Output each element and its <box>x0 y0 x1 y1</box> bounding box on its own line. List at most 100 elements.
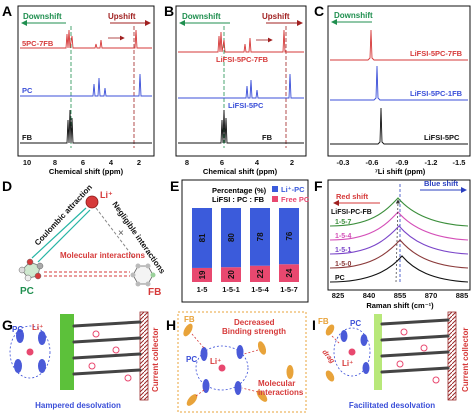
panel-b-tick-2: 6 <box>220 158 224 167</box>
bar-free-pc-1-5-1 <box>221 267 241 282</box>
panel-d-letter: D <box>2 178 12 194</box>
panel-c-trace-label-1: LiFSI-5PC-7FB <box>410 49 463 58</box>
category-label-1-5-1: 1-5-1 <box>222 285 240 294</box>
panel-a-upshift-label: Upshift <box>108 12 136 21</box>
trace-lifsi-5pc <box>178 73 304 99</box>
panel-i: I Current collector Li⁺ PC FB drag <box>312 311 470 410</box>
lithium-deposit-bars-i <box>380 318 450 374</box>
trace-5pc-7fb <box>20 29 152 49</box>
bar-label-free-pc-1-5: 19 <box>198 270 207 279</box>
interaction-lines-h <box>191 333 259 397</box>
panel-b-trace-label-1: LiFSI-5PC-7FB <box>216 55 269 64</box>
panel-f-letter: F <box>314 178 323 194</box>
panel-f-trace-label-6: PC <box>335 275 345 282</box>
panel-b-tick-1: 8 <box>185 158 189 167</box>
pc-molecules-h <box>200 345 244 395</box>
panel-i-fb-label: FB <box>318 317 329 326</box>
panel-i-letter: I <box>312 317 316 333</box>
current-collector-g <box>139 311 149 401</box>
category-label-1-5-7: 1-5-7 <box>280 285 298 294</box>
panel-c-trace-label-2: LiFSI-5PC-1FB <box>410 89 463 98</box>
panel-b-tick-3: 4 <box>255 158 260 167</box>
bar-li-pc-1-5 <box>192 208 212 268</box>
panel-e: E Percentage (%) LiFSI : PC : FB Li⁺-PC … <box>170 178 310 303</box>
panel-c: C Downshift LiFSI-5PC-7FB LiFSI-5PC-1FB … <box>314 3 471 176</box>
panel-b-frame <box>175 5 307 157</box>
panel-i-drag-label: drag <box>320 349 336 366</box>
panel-c-letter: C <box>314 3 324 19</box>
panel-a-tick-4: 4 <box>109 158 114 167</box>
bar-label-li-pc-1-5-4: 78 <box>256 232 265 241</box>
trace-c-lifsi-5pc-1fb <box>330 65 468 101</box>
bar-label-free-pc-1-5-4: 22 <box>256 269 265 278</box>
pc-molecules-g <box>14 329 46 373</box>
panel-a-trace-label-1: 5PC-7FB <box>22 39 54 48</box>
panel-h-li-label: Li⁺ <box>210 357 221 366</box>
li-ion-i-icon <box>348 348 356 356</box>
blue-shift-label: Blue shift <box>424 179 459 188</box>
panel-a-trace-label-2: PC <box>22 86 33 95</box>
panel-b-trace-fb <box>178 109 304 144</box>
panel-c-xlabel: ⁷Li shift (ppm) <box>375 167 426 176</box>
coulombic-line-2 <box>37 209 91 263</box>
solvation-shell-h <box>195 345 249 391</box>
category-label-1-5-4: 1-5-4 <box>251 285 269 294</box>
raman-trace-1-5-7 <box>329 197 469 227</box>
panel-a-xlabel: Chemical shift (ppm) <box>49 167 124 176</box>
panel-c-tick-1: -0.3 <box>337 158 350 167</box>
panel-h-molecular-1: Molecular <box>258 379 295 388</box>
bar-free-pc-1-5 <box>192 267 212 282</box>
legend-swatch-free-pc <box>272 196 278 202</box>
coulombic-line-1 <box>31 207 87 259</box>
panel-c-downshift-label: Downshift <box>334 11 373 20</box>
solvation-shell-i <box>333 327 371 377</box>
trace-c-lifsi-5pc-7fb <box>330 29 468 61</box>
molecular-label: Molecular interactions <box>60 251 145 260</box>
raman-trace-1-5-0 <box>329 239 469 269</box>
bar-li-pc-1-5-4 <box>250 208 270 266</box>
panel-e-header-1: Percentage (%) <box>212 186 267 195</box>
panel-f-trace-label-4: 1-5-1 <box>335 247 351 254</box>
li-ions-g <box>88 330 132 382</box>
raman-trace-pc <box>329 255 469 283</box>
panel-i-pc-label: PC <box>350 319 361 328</box>
panel-g-letter: G <box>2 317 13 333</box>
panel-e-letter: E <box>170 178 179 194</box>
bar-label-free-pc-1-5-1: 20 <box>227 270 236 279</box>
panel-h-fb-label: FB <box>184 315 195 324</box>
panel-c-tick-2: -0.6 <box>366 158 379 167</box>
negligible-cross-icon: × <box>118 228 124 239</box>
panel-c-frame <box>327 5 471 157</box>
lithium-ion-icon <box>85 195 99 209</box>
panel-h-binding-2: Binding strength <box>222 327 286 336</box>
category-label-1-5: 1-5 <box>197 285 208 294</box>
panel-f-trace-label-3: 1-5-4 <box>335 233 351 240</box>
panel-g-pc-label: PC <box>12 325 23 334</box>
panel-h-molecular-2: interactions <box>258 388 304 397</box>
panel-a-tick-3: 6 <box>81 158 85 167</box>
panel-a-frame <box>17 5 155 157</box>
panel-g-caption: Hampered desolvation <box>35 401 121 410</box>
panel-f-trace-label-2: 1-5-7 <box>335 219 351 226</box>
fb-molecule-icon <box>130 263 156 287</box>
panel-a-tick-1: 10 <box>23 158 31 167</box>
legend-label-free-pc: Free PC <box>281 195 310 204</box>
red-shift-label: Red shift <box>336 192 369 201</box>
panel-b-downshift-label: Downshift <box>182 12 221 21</box>
pc-molecule-icon <box>18 258 44 282</box>
panel-b-trace-label-3: FB <box>262 133 273 142</box>
panel-f-xlabel: Raman shift (cm⁻¹) <box>366 301 434 310</box>
panel-d-fb-label: FB <box>148 287 161 298</box>
panel-f-tick-3: 855 <box>394 291 407 300</box>
panel-c-trace-label-3: LiFSI-5PC <box>424 133 460 142</box>
panel-b-upshift-label: Upshift <box>262 12 290 21</box>
panel-f-tick-5: 885 <box>456 291 469 300</box>
panel-h-pc-label: PC <box>186 355 197 364</box>
panel-g-collector-label: Current collector <box>151 328 160 392</box>
li-ions-i <box>396 328 440 384</box>
lithium-deposit-bars-g <box>72 320 142 376</box>
panel-a-trace-label-3: FB <box>22 133 33 142</box>
trace-lifsi-5pc-7fb <box>178 29 304 53</box>
panel-h-binding-1: Decreased <box>234 318 275 327</box>
